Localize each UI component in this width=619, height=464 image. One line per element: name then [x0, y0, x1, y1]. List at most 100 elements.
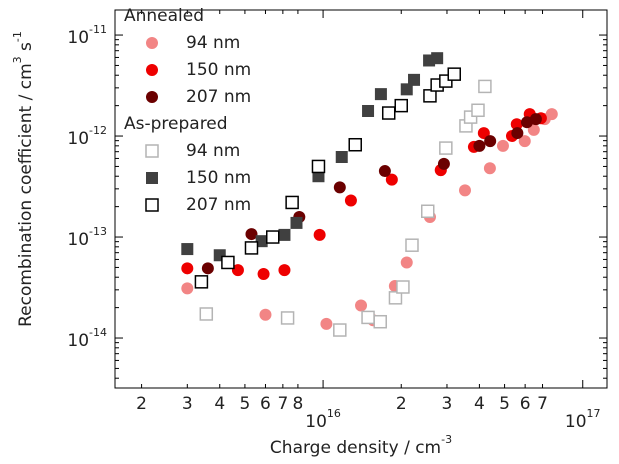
data-point — [471, 103, 485, 118]
data-point — [266, 230, 280, 244]
y-tick-label-sup: -11 — [89, 23, 107, 36]
data-point — [484, 135, 497, 148]
data-point — [280, 311, 295, 325]
data-point — [355, 299, 368, 312]
data-point — [320, 317, 333, 330]
y-axis-label: Recombination coefficient / cm3 s-1 — [11, 31, 36, 327]
data-point — [231, 264, 244, 277]
data-point — [511, 127, 524, 140]
x-tick-label-base: 6 — [520, 394, 531, 414]
data-point — [405, 238, 419, 252]
data-point — [385, 173, 398, 186]
data-point — [259, 308, 272, 321]
x-tick-label: 5 — [499, 394, 510, 414]
x-axis-label-part: Charge density / cm — [270, 438, 441, 458]
legend-group-title: As-prepared — [124, 114, 228, 134]
legend-marker — [146, 172, 158, 184]
legend-marker — [145, 144, 159, 158]
legend-marker — [145, 198, 159, 212]
data-point — [199, 307, 214, 321]
data-point — [181, 282, 194, 295]
x-tick-label-base: 6 — [260, 394, 271, 414]
data-point — [278, 228, 291, 241]
data-point — [257, 268, 270, 281]
x-tick-label: 7 — [537, 394, 548, 414]
x-tick-label-base: 5 — [239, 394, 250, 414]
y-tick-label-base: 10 — [67, 129, 89, 149]
x-axis-label: Charge density / cm-3 — [270, 433, 452, 458]
x-tick-label: 4 — [214, 394, 225, 414]
data-point — [335, 151, 348, 164]
plot-frame — [114, 9, 608, 389]
legend-label: 94 nm — [186, 33, 240, 53]
data-point — [378, 165, 391, 178]
data-point — [458, 184, 471, 197]
data-point — [313, 228, 326, 241]
y-tick-label-sup: -14 — [89, 326, 107, 339]
data-point — [394, 98, 408, 113]
y-axis-label-part: Recombination coefficient / cm — [16, 63, 36, 327]
data-point — [447, 67, 461, 81]
x-tick-label-base: 2 — [136, 394, 147, 414]
y-tick-label: 10-12 — [67, 124, 107, 149]
x-tick-label: 5 — [239, 394, 250, 414]
data-point — [194, 275, 209, 289]
data-point — [181, 262, 194, 275]
x-tick-label: 6 — [260, 394, 271, 414]
y-tick-label-base: 10 — [67, 28, 89, 48]
x-tick-label: 3 — [442, 394, 453, 414]
data-point — [518, 135, 531, 148]
y-tick-label-sup: -12 — [89, 124, 107, 137]
data-point — [362, 104, 375, 117]
data-point — [529, 113, 542, 126]
data-point — [527, 123, 540, 136]
y-axis-label-part: -1 — [11, 31, 24, 42]
x-tick-label-base: 10 — [565, 412, 587, 432]
x-tick-label: 6 — [520, 394, 531, 414]
x-tick-label: 1016 — [305, 407, 341, 432]
x-tick-label: 7 — [277, 394, 288, 414]
data-point — [221, 255, 235, 270]
data-point — [396, 280, 410, 294]
data-point — [374, 88, 387, 101]
data-point — [344, 194, 357, 207]
data-point — [381, 106, 396, 120]
data-point — [421, 204, 435, 218]
legend-label: 150 nm — [186, 60, 251, 80]
data-point — [545, 108, 558, 121]
x-axis-label-part: -3 — [441, 433, 452, 446]
data-point — [255, 235, 268, 248]
data-point — [400, 83, 413, 96]
y-axis-label-part: 3 — [11, 56, 24, 63]
data-point — [285, 195, 299, 210]
data-point — [181, 243, 194, 256]
data-point — [496, 139, 509, 152]
data-point — [478, 79, 492, 94]
data-point — [388, 291, 403, 305]
data-point — [400, 256, 413, 269]
data-point — [244, 241, 259, 255]
legend-label: 207 nm — [186, 195, 251, 215]
x-tick-label: 4 — [474, 394, 485, 414]
x-tick-label-base: 7 — [277, 394, 288, 414]
data-point — [278, 264, 291, 277]
data-point — [290, 216, 303, 229]
x-tick-label: 8 — [293, 394, 304, 414]
data-point — [361, 310, 375, 325]
x-tick-label: 2 — [396, 394, 407, 414]
data-point — [437, 157, 450, 170]
data-point — [311, 159, 326, 174]
x-tick-label-base: 8 — [293, 394, 304, 414]
legend-label: 94 nm — [186, 141, 240, 161]
legend-marker — [146, 37, 158, 49]
data-point — [312, 170, 325, 183]
data-point — [473, 139, 486, 152]
data-point — [423, 54, 436, 67]
data-point — [333, 181, 346, 194]
y-tick-label-base: 10 — [67, 230, 89, 250]
data-point — [483, 162, 496, 175]
x-tick-label-base: 3 — [182, 394, 193, 414]
y-tick-label-sup: -13 — [89, 225, 107, 238]
data-point — [201, 262, 214, 275]
